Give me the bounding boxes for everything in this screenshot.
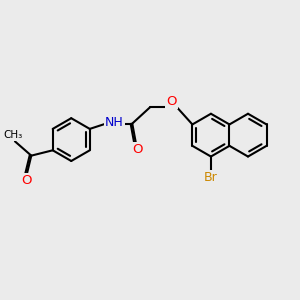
Text: O: O <box>166 95 177 108</box>
Text: O: O <box>22 174 32 187</box>
Text: O: O <box>132 143 142 156</box>
Text: CH₃: CH₃ <box>4 130 23 140</box>
Text: NH: NH <box>105 116 124 129</box>
Text: Br: Br <box>204 171 218 184</box>
